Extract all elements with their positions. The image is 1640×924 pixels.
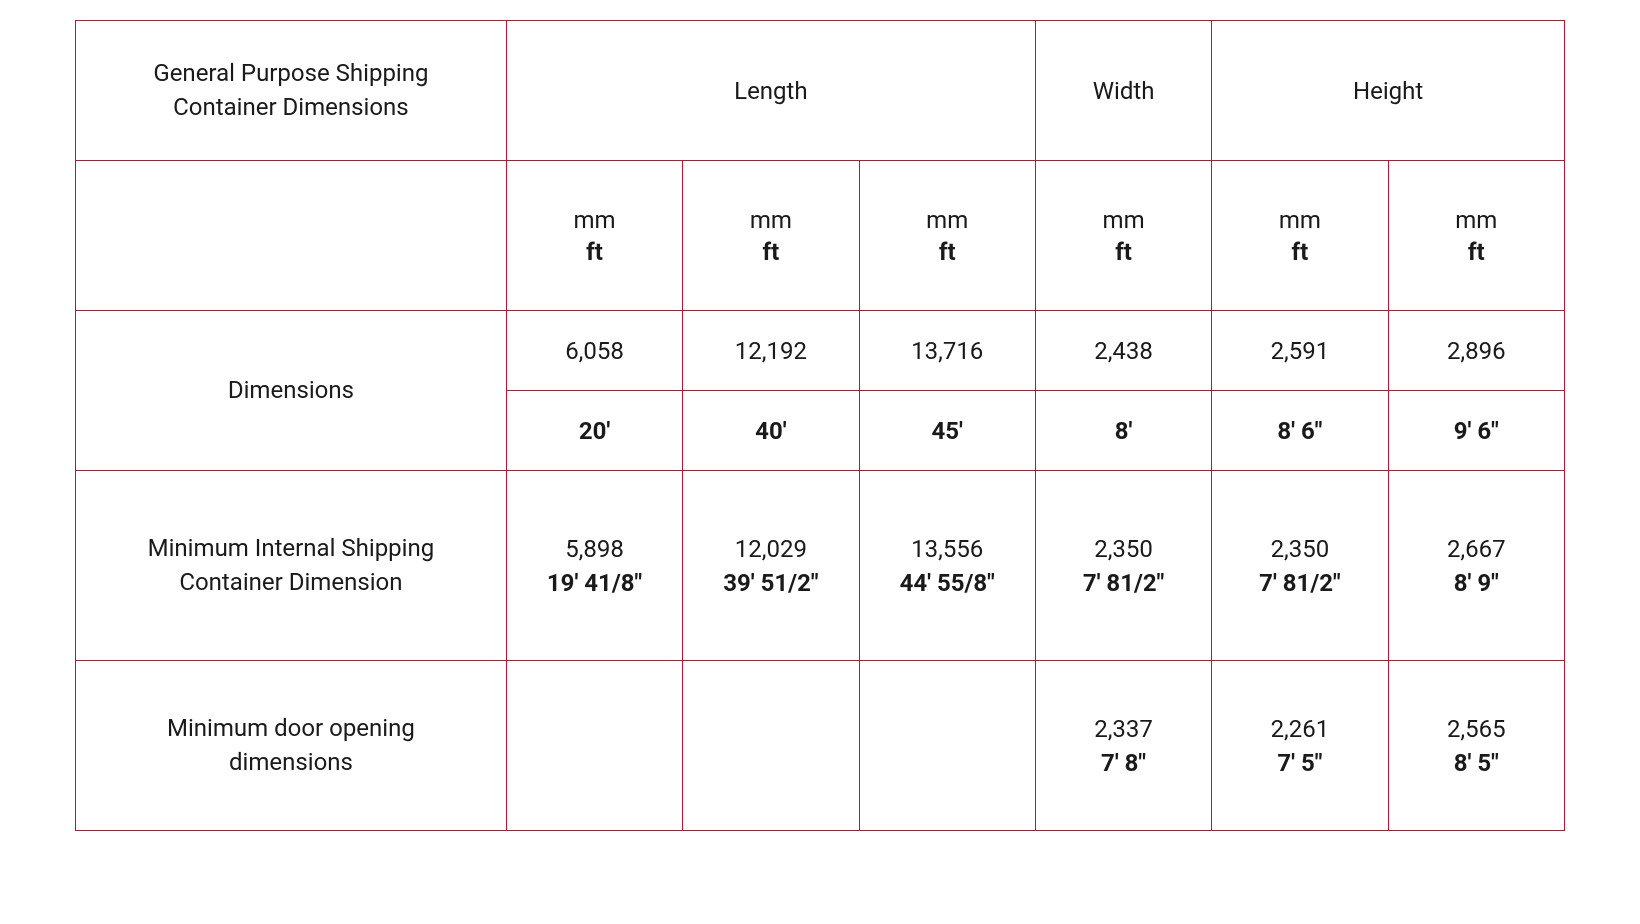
header-length: Length <box>506 21 1035 161</box>
table-cell: 2,591 <box>1212 311 1388 391</box>
table-cell <box>683 661 859 831</box>
internal-row: Minimum Internal Shipping Container Dime… <box>76 471 1565 661</box>
header-title: General Purpose Shipping Container Dimen… <box>76 21 507 161</box>
table-cell: 2,6678' 9" <box>1388 471 1564 661</box>
unit-label: mmft <box>1212 161 1388 311</box>
table-cell: 8' <box>1035 391 1211 471</box>
table-cell: 2,438 <box>1035 311 1211 391</box>
table-cell <box>506 661 682 831</box>
table-cell <box>859 661 1035 831</box>
table-cell: 12,02939' 51/2" <box>683 471 859 661</box>
unit-label: mmft <box>1388 161 1564 311</box>
table-cell: 13,716 <box>859 311 1035 391</box>
dimensions-label: Dimensions <box>76 311 507 471</box>
header-row: General Purpose Shipping Container Dimen… <box>76 21 1565 161</box>
unit-row-label <box>76 161 507 311</box>
unit-label: mmft <box>859 161 1035 311</box>
internal-label: Minimum Internal Shipping Container Dime… <box>76 471 507 661</box>
table-cell: 2,3507' 81/2" <box>1212 471 1388 661</box>
dimensions-mm-row: Dimensions 6,058 12,192 13,716 2,438 2,5… <box>76 311 1565 391</box>
table-cell: 2,2617' 5" <box>1212 661 1388 831</box>
header-height: Height <box>1212 21 1565 161</box>
header-width: Width <box>1035 21 1211 161</box>
table-cell: 2,896 <box>1388 311 1564 391</box>
unit-label: mmft <box>683 161 859 311</box>
table-cell: 2,3507' 81/2" <box>1035 471 1211 661</box>
table-cell: 5,89819' 41/8" <box>506 471 682 661</box>
unit-label: mmft <box>506 161 682 311</box>
table-cell: 2,3377' 8" <box>1035 661 1211 831</box>
unit-label: mmft <box>1035 161 1211 311</box>
table-cell: 6,058 <box>506 311 682 391</box>
container-dimensions-table: General Purpose Shipping Container Dimen… <box>75 20 1565 831</box>
table-cell: 2,5658' 5" <box>1388 661 1564 831</box>
unit-row: mmft mmft mmft mmft mmft mmft <box>76 161 1565 311</box>
door-row: Minimum door opening dimensions 2,3377' … <box>76 661 1565 831</box>
table-cell: 12,192 <box>683 311 859 391</box>
door-label: Minimum door opening dimensions <box>76 661 507 831</box>
table-cell: 13,55644' 55/8" <box>859 471 1035 661</box>
table-cell: 9' 6" <box>1388 391 1564 471</box>
table-cell: 8' 6" <box>1212 391 1388 471</box>
table-cell: 40' <box>683 391 859 471</box>
table-cell: 20' <box>506 391 682 471</box>
table-cell: 45' <box>859 391 1035 471</box>
